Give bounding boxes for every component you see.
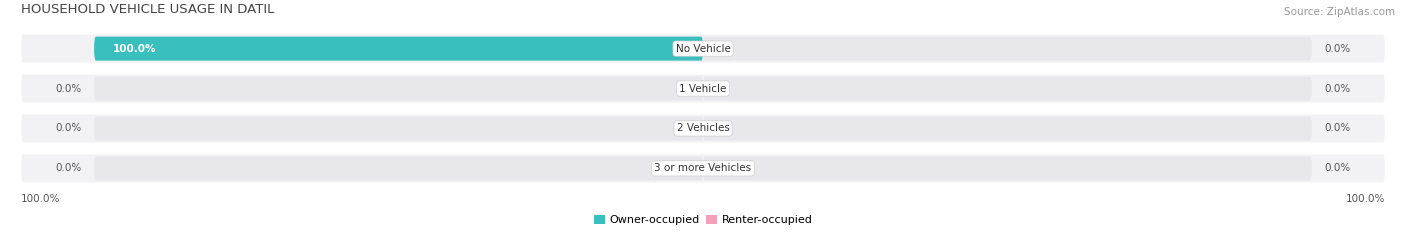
FancyBboxPatch shape: [703, 116, 1312, 140]
FancyBboxPatch shape: [21, 114, 1385, 142]
FancyBboxPatch shape: [703, 156, 1312, 180]
FancyBboxPatch shape: [703, 77, 1312, 100]
FancyBboxPatch shape: [21, 35, 1385, 63]
Text: 0.0%: 0.0%: [1324, 163, 1350, 173]
Text: 0.0%: 0.0%: [56, 123, 82, 134]
Text: HOUSEHOLD VEHICLE USAGE IN DATIL: HOUSEHOLD VEHICLE USAGE IN DATIL: [21, 3, 274, 16]
Legend: Owner-occupied, Renter-occupied: Owner-occupied, Renter-occupied: [589, 210, 817, 230]
FancyBboxPatch shape: [21, 75, 1385, 103]
FancyBboxPatch shape: [703, 37, 1312, 61]
FancyBboxPatch shape: [94, 156, 703, 180]
Text: 0.0%: 0.0%: [56, 83, 82, 93]
Text: 100.0%: 100.0%: [112, 44, 156, 54]
FancyBboxPatch shape: [94, 77, 703, 100]
Text: 0.0%: 0.0%: [1324, 83, 1350, 93]
FancyBboxPatch shape: [94, 116, 703, 140]
Text: 100.0%: 100.0%: [21, 194, 60, 204]
Text: Source: ZipAtlas.com: Source: ZipAtlas.com: [1284, 7, 1395, 17]
Text: 0.0%: 0.0%: [1324, 123, 1350, 134]
Text: 100.0%: 100.0%: [1346, 194, 1385, 204]
Text: 3 or more Vehicles: 3 or more Vehicles: [654, 163, 752, 173]
Text: 2 Vehicles: 2 Vehicles: [676, 123, 730, 134]
Text: No Vehicle: No Vehicle: [675, 44, 731, 54]
Text: 1 Vehicle: 1 Vehicle: [679, 83, 727, 93]
FancyBboxPatch shape: [21, 154, 1385, 182]
FancyBboxPatch shape: [94, 37, 703, 61]
FancyBboxPatch shape: [94, 37, 703, 61]
Text: 0.0%: 0.0%: [1324, 44, 1350, 54]
Text: 0.0%: 0.0%: [56, 163, 82, 173]
